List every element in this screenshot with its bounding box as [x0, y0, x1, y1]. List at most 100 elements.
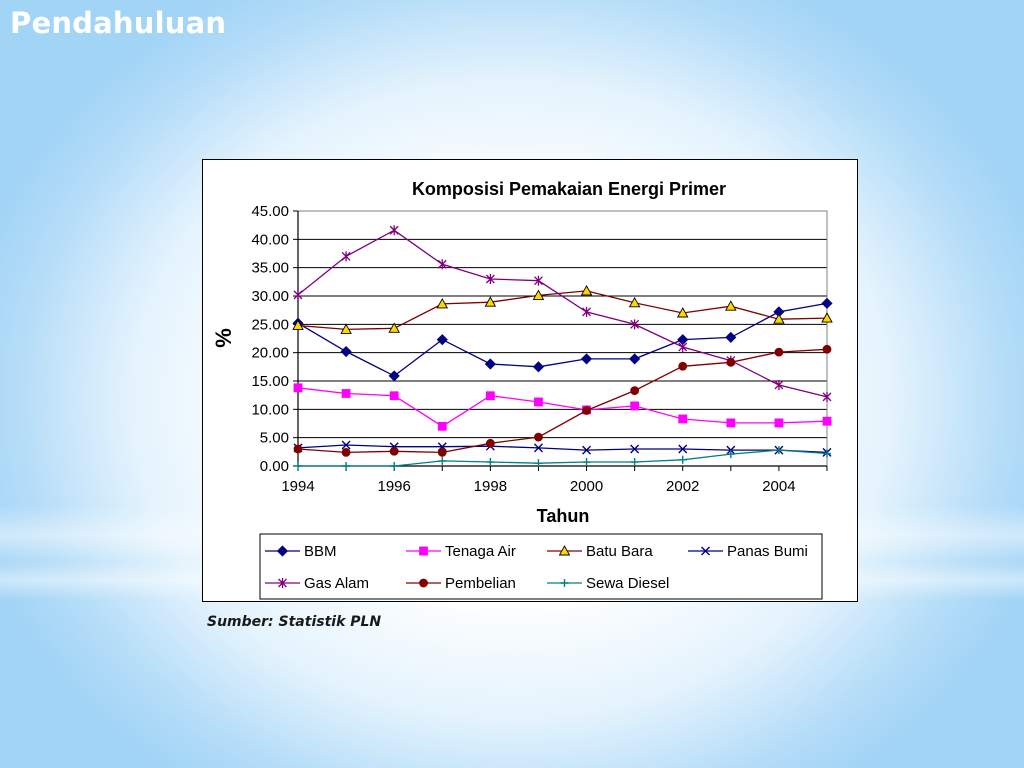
data-point-tenaga-air	[389, 391, 399, 401]
data-point-tenaga-air	[630, 401, 640, 411]
data-point-panas-bumi	[678, 444, 688, 454]
series-line-pembelian	[297, 348, 828, 454]
data-point-pembelian	[534, 432, 543, 442]
legend: BBM Tenaga Air Batu Bara Panas Bumi Gas Alam…	[259, 533, 823, 600]
data-point-pembelian	[774, 347, 784, 357]
y-tick-label: 45.00	[251, 203, 289, 220]
data-point-tenaga-air	[534, 397, 543, 407]
y-tick-label: 25.00	[251, 316, 289, 333]
data-point-tenaga-air	[341, 389, 351, 398]
series-line-tenaga-air	[297, 387, 828, 428]
data-point-sewa-diesel	[726, 450, 735, 459]
data-point-batu-bara	[532, 289, 545, 300]
data-point-tenaga-air	[293, 383, 303, 393]
data-point-bbm	[629, 353, 641, 365]
data-point-sewa-diesel	[294, 462, 302, 470]
data-point-gas-alam	[437, 259, 447, 270]
data-point-sewa-diesel	[582, 458, 591, 467]
legend-marker-batu-bara	[558, 545, 571, 556]
data-point-tenaga-air	[726, 418, 736, 428]
data-point-bbm	[725, 331, 737, 343]
x-tick-label: 2004	[762, 478, 795, 495]
data-point-gas-alam	[630, 319, 640, 330]
data-point-sewa-diesel	[390, 462, 399, 470]
y-tick-label: 5.00	[260, 430, 289, 447]
legend-box	[259, 533, 823, 600]
data-point-bbm	[821, 297, 833, 309]
data-point-sewa-diesel	[630, 458, 639, 467]
legend-marker-tenaga-air	[419, 546, 428, 556]
x-tick-label: 2002	[666, 478, 699, 495]
legend-marker-bbm	[276, 545, 289, 557]
chart-title: Komposisi Pemakaian Energi Primer	[412, 179, 726, 199]
data-point-pembelian	[630, 386, 640, 396]
series-line-panas-bumi	[297, 444, 828, 454]
data-point-panas-bumi	[533, 443, 543, 453]
data-point-gas-alam	[485, 274, 495, 284]
data-point-panas-bumi	[582, 445, 592, 455]
data-point-gas-alam	[582, 306, 592, 317]
legend-marker-panas-bumi	[701, 546, 710, 556]
legend-label-sewa-diesel: Sewa Diesel	[586, 575, 669, 592]
data-point-gas-alam	[774, 379, 784, 390]
data-point-batu-bara	[388, 322, 400, 333]
y-tick-label: 35.00	[251, 260, 289, 277]
data-point-pembelian	[437, 447, 447, 457]
y-tick-label: 20.00	[251, 345, 289, 362]
x-tick-label: 1994	[281, 478, 314, 495]
data-point-pembelian	[293, 444, 303, 454]
data-point-tenaga-air	[437, 421, 447, 431]
data-point-sewa-diesel	[534, 459, 543, 468]
y-tick-label: 15.00	[251, 373, 289, 390]
data-point-batu-bara	[340, 323, 352, 334]
y-tick-label: 0.00	[260, 458, 289, 475]
data-point-pembelian	[389, 446, 399, 456]
series-line-sewa-diesel	[298, 449, 828, 467]
data-point-tenaga-air	[485, 391, 495, 401]
data-point-sewa-diesel	[438, 456, 447, 465]
line-chart: Komposisi Pemakaian Energi Primer 0.00 5.…	[211, 179, 833, 600]
data-point-bbm	[580, 353, 593, 365]
data-point-batu-bara	[580, 284, 593, 296]
y-tick-label: 40.00	[251, 231, 289, 248]
x-axis-label: Tahun	[537, 506, 590, 526]
x-tick-label: 2000	[570, 478, 603, 495]
data-point-gas-alam	[533, 275, 543, 286]
data-point-batu-bara	[436, 298, 449, 309]
legend-label-batu-bara: Batu Bara	[586, 543, 653, 560]
x-tick-label: 1998	[474, 478, 507, 495]
chart-frame: Komposisi Pemakaian Energi Primer 0.00 5.…	[202, 159, 858, 602]
legend-marker-gas-alam	[278, 578, 287, 588]
source-note: Sumber: Statistik PLN	[207, 614, 382, 630]
legend-label-gas-alam: Gas Alam	[304, 575, 369, 592]
data-point-panas-bumi	[630, 444, 640, 454]
data-point-gas-alam	[822, 391, 832, 402]
data-point-gas-alam	[678, 342, 688, 352]
plot-frame	[297, 210, 828, 467]
data-point-batu-bara	[676, 307, 689, 318]
data-point-sewa-diesel	[823, 449, 831, 458]
data-point-tenaga-air	[678, 414, 688, 424]
legend-marker-sewa-diesel	[560, 579, 569, 587]
series-line-bbm	[297, 302, 828, 377]
data-point-sewa-diesel	[486, 458, 495, 467]
data-point-bbm	[388, 370, 400, 382]
series-line-batu-bara	[297, 290, 828, 331]
data-point-batu-bara	[725, 300, 737, 311]
data-point-batu-bara	[484, 296, 497, 307]
data-point-batu-bara	[773, 313, 785, 324]
data-point-sewa-diesel	[774, 446, 783, 455]
legend-label-pembelian: Pembelian	[445, 575, 516, 592]
x-tick-label: 1996	[377, 478, 410, 495]
legend-label-panas-bumi: Panas Bumi	[727, 543, 808, 560]
data-point-bbm	[484, 358, 496, 370]
slide-title: Pendahuluan	[10, 6, 227, 40]
data-point-pembelian	[822, 344, 832, 354]
data-point-sewa-diesel	[342, 462, 351, 470]
legend-label-bbm: BBM	[304, 543, 337, 560]
data-point-gas-alam	[341, 251, 351, 262]
data-point-bbm	[436, 334, 448, 346]
data-point-pembelian	[341, 447, 351, 457]
data-point-gas-alam	[293, 289, 303, 300]
data-point-tenaga-air	[774, 418, 784, 428]
